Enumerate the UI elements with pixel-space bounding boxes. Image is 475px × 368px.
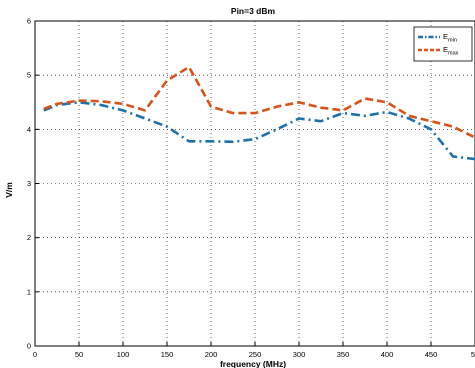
legend-box [413,26,473,62]
legend-label: Emin [443,32,457,44]
grid-lines [35,21,475,346]
x-tick-label: 350 [337,350,350,359]
y-tick-label: 5 [27,71,31,80]
series-layer [43,65,475,161]
y-tick-label: 4 [27,125,31,134]
x-tick-label: 250 [249,350,262,359]
x-tick-label: 0 [33,350,37,359]
x-tick-label: 50 [471,350,475,359]
series-line-min [43,101,475,161]
y-tick-label: 0 [27,342,31,351]
y-tick-label: 3 [27,179,31,188]
x-axis-label: frequency (MHz) [220,359,286,368]
y-tick-label: 6 [27,17,31,26]
x-tick-label: 50 [75,350,83,359]
x-tick-label: 150 [161,350,174,359]
y-tick-label: 2 [27,233,31,242]
x-tick-label: 100 [117,350,130,359]
axis-ticks: 050100150200250300350400450500123456 [27,17,475,359]
x-tick-label: 400 [381,350,394,359]
chart-title: Pin=3 dBm [231,6,276,16]
legend-label: Emax [443,45,459,57]
series-line-max [43,65,475,139]
y-tick-label: 1 [27,287,31,296]
x-tick-label: 300 [293,350,306,359]
x-tick-label: 450 [425,350,438,359]
x-tick-label: 200 [205,350,218,359]
y-axis-label: V/m [4,182,14,198]
